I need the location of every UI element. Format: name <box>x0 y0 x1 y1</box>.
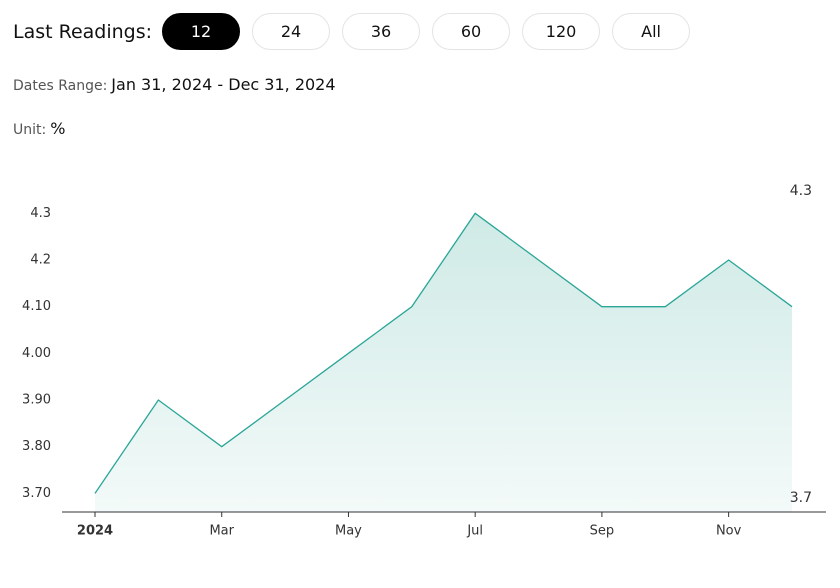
dates-range: Dates Range: Jan 31, 2024 - Dec 31, 2024 <box>13 75 336 94</box>
dates-label: Dates Range: <box>13 78 108 94</box>
readings-button[interactable]: 36 <box>342 13 421 50</box>
max-annotation: 4.3 <box>790 183 812 199</box>
readings-button[interactable]: 120 <box>522 13 601 50</box>
readings-label: Last Readings: <box>13 20 153 43</box>
area <box>95 213 792 513</box>
readings-options: 12 24 36 60 120 All <box>162 13 702 50</box>
readings-button[interactable]: 24 <box>252 13 331 50</box>
readings-button[interactable]: 60 <box>432 13 511 50</box>
x-tick-label: May <box>335 524 362 539</box>
y-tick-label: 4.3 <box>30 206 51 221</box>
unit: Unit:% <box>13 119 65 138</box>
unit-label: Unit: <box>13 122 47 138</box>
x-tick-label: Sep <box>590 524 615 539</box>
line <box>94 212 793 494</box>
y-tick-label: 3.90 <box>22 393 51 408</box>
x-tick-label: 2024 <box>77 524 113 539</box>
y-tick-label: 4.00 <box>22 346 51 361</box>
unit-value: % <box>50 119 66 138</box>
y-tick-label: 3.80 <box>22 439 51 454</box>
y-tick-label: 3.70 <box>22 486 51 501</box>
min-annotation: 3.7 <box>790 490 812 506</box>
readings-button[interactable]: All <box>612 13 691 50</box>
x-tick-label: Nov <box>716 524 742 539</box>
readings-button[interactable]: 12 <box>162 13 241 50</box>
dates-value: Jan 31, 2024 - Dec 31, 2024 <box>111 75 336 94</box>
x-tick-label: Jul <box>466 524 483 539</box>
y-tick-label: 4.10 <box>22 299 51 314</box>
x-tick-label: Mar <box>209 524 234 539</box>
y-tick-label: 4.2 <box>30 253 51 268</box>
readings-control: Last Readings: 12 24 36 60 120 All <box>13 13 702 50</box>
